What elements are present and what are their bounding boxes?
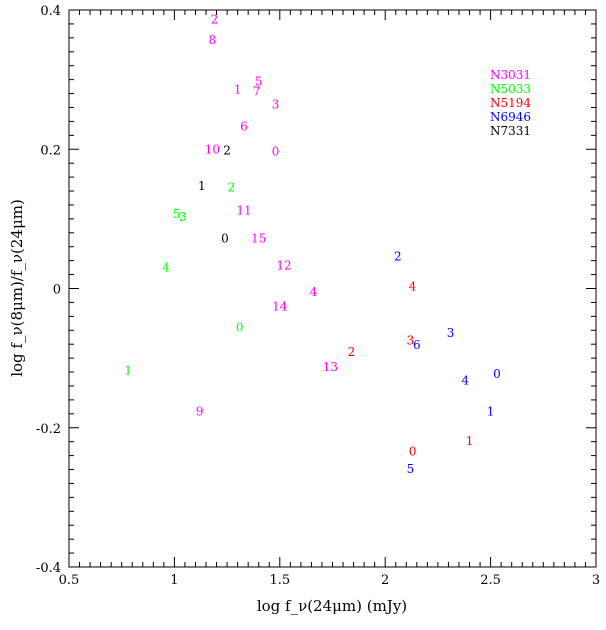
data-point-label: 4 [162,261,170,275]
y-tick-label: 0 [53,283,61,298]
data-point-label: 6 [240,119,248,133]
data-point-label: 14 [272,300,288,314]
data-point-label: 5 [173,207,181,221]
data-point-label: 1 [234,82,242,96]
data-point-label: 5 [255,75,263,89]
y-axis-label: log f_ν(8μm)/f_ν(24μm) [8,199,26,377]
data-point-label: 0 [272,144,280,158]
legend-entry: N5033 [490,82,531,96]
data-point-label: 2 [211,13,219,27]
data-point-label: 0 [236,320,244,334]
x-tick-label: 1.5 [269,573,290,588]
data-point-label: 13 [323,360,338,374]
x-tick-label: 1 [170,573,178,588]
series-n7331: 210 [198,144,231,246]
data-point-label: 5 [407,462,415,476]
data-point-label: 6 [413,338,421,352]
data-point-label: 15 [251,231,266,245]
y-tick-label: -0.4 [36,561,61,576]
data-point-label: 0 [409,444,417,458]
data-point-label: 11 [236,204,251,218]
axis-tick-labels: 0.5 1 1.5 2 2.5 3 -0.4 -0.2 0 0.2 0.4 [36,4,600,588]
x-tick-label: 2.5 [480,573,501,588]
axis-ticks [68,9,597,568]
series-n5194: 4 3 2 1 0 [348,279,474,458]
legend-entry: N6946 [490,110,531,124]
data-point-label: 3 [447,326,455,340]
data-point-label: 3 [179,210,187,224]
data-point-label: 4 [310,285,318,299]
y-tick-label: 0.2 [40,143,61,158]
x-tick-label: 3 [592,573,600,588]
y-tick-label: -0.2 [36,422,61,437]
data-point-label: 12 [276,259,291,273]
x-tick-label: 2 [381,573,389,588]
data-point-label: 1 [124,364,132,378]
x-tick-label: 0.5 [59,573,80,588]
legend-entry: N3031 [490,68,531,82]
data-point-label: 2 [348,345,356,359]
data-point-label: 4 [461,373,469,387]
data-point-label: 4 [409,279,417,293]
x-axis-label: log f_ν(24μm) (mJy) [257,597,407,615]
data-point-label: 10 [205,142,220,156]
y-tick-label: 0.4 [40,4,61,19]
data-point-label: 0 [493,367,501,381]
data-point-label: 3 [407,334,415,348]
data-point-label: 1 [198,179,206,193]
data-point-label: 8 [209,33,217,47]
data-point-label: 3 [272,98,280,112]
data-point-label: 2 [394,249,402,263]
data-point-label: 2 [223,144,231,158]
data-point-label: 2 [227,181,235,195]
data-point-label: 1 [466,434,474,448]
legend-entry: N5194 [490,96,531,110]
data-point-label: 1 [487,405,495,419]
series-n5033: 2 53 4 0 1 [124,181,243,378]
data-point-label: 9 [196,405,204,419]
data-point-label: 7 [253,84,261,98]
data-point-label: 0 [221,231,229,245]
legend-entry: N7331 [490,124,531,138]
